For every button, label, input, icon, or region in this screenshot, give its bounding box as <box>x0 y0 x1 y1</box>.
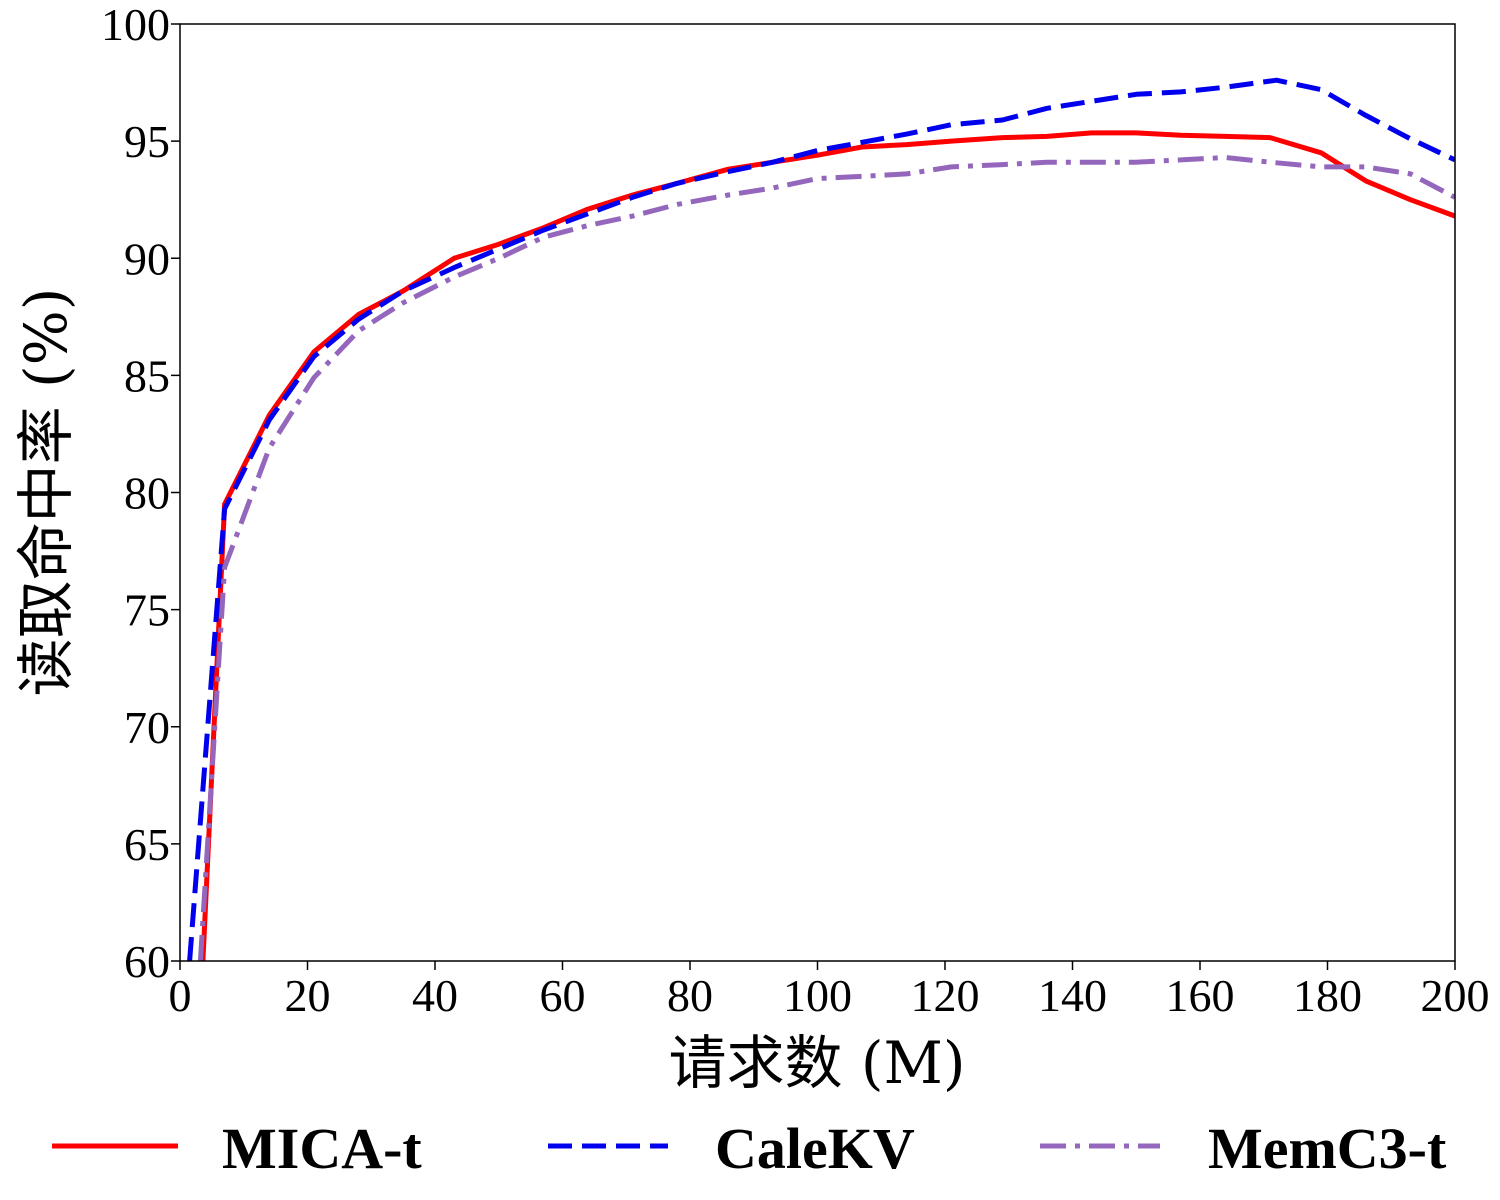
y-tick-label: 90 <box>124 233 170 284</box>
x-tick-label: 0 <box>169 970 192 1021</box>
y-tick-label: 60 <box>124 936 170 987</box>
legend: MICA-t CaleKV MemC3-t <box>52 1116 1447 1181</box>
y-tick-label: 95 <box>124 116 170 167</box>
series-line-calekv <box>187 77 1455 961</box>
series-layer <box>187 77 1455 961</box>
x-axis-title: 请求数 (M) <box>668 1029 965 1097</box>
x-tick-label: 60 <box>540 970 586 1021</box>
y-tick-label: 65 <box>124 819 170 870</box>
y-tick-label: 80 <box>124 468 170 519</box>
x-tick-label: 20 <box>285 970 331 1021</box>
y-tick-label: 100 <box>101 0 170 50</box>
series-line-mica-t <box>200 130 1455 961</box>
y-axis-title: 读取命中率 (%) <box>12 288 80 697</box>
y-tick-label: 75 <box>124 585 170 636</box>
plot-frame <box>179 23 1456 962</box>
x-tick-label: 160 <box>1166 970 1235 1021</box>
ticks-layer: 0 20 40 60 80 100 120 140 160 180 200 60 65 70 75 80 85 9… <box>101 0 1490 1021</box>
x-tick-label: 40 <box>412 970 458 1021</box>
x-tick-label: 100 <box>783 970 852 1021</box>
legend-label-calekv: CaleKV <box>715 1116 915 1181</box>
x-tick-label: 180 <box>1293 970 1362 1021</box>
x-tick-label: 200 <box>1421 970 1490 1021</box>
x-tick-label: 80 <box>667 970 713 1021</box>
x-tick-label: 140 <box>1038 970 1107 1021</box>
y-tick-label: 70 <box>124 702 170 753</box>
legend-label-memc3-t: MemC3-t <box>1208 1116 1447 1181</box>
legend-label-mica-t: MICA-t <box>222 1116 422 1181</box>
x-tick-label: 120 <box>911 970 980 1021</box>
y-tick-label: 85 <box>124 350 170 401</box>
series-line-memc3-t <box>197 155 1455 961</box>
